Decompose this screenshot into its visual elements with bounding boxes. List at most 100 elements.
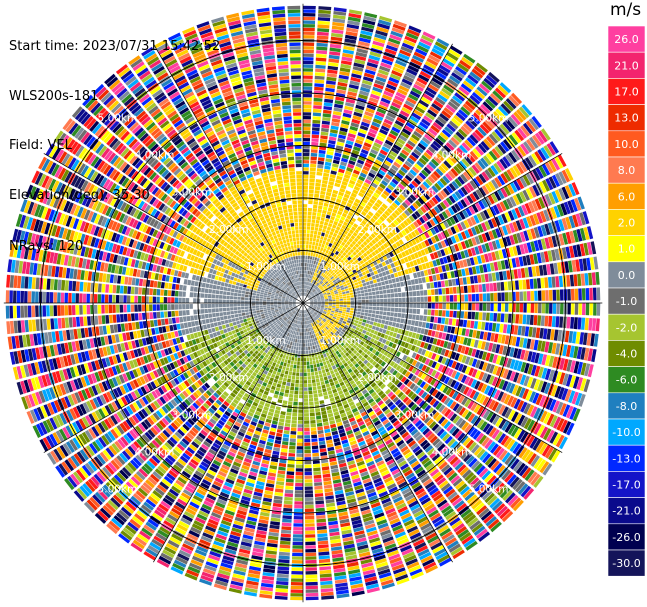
gate (398, 297, 402, 303)
gate (443, 84, 455, 94)
gate (517, 127, 528, 139)
gate (369, 169, 377, 175)
gate (462, 209, 469, 218)
gate (299, 383, 303, 388)
gate (330, 252, 335, 257)
gate (414, 229, 420, 236)
gate (346, 307, 351, 310)
gate (330, 283, 335, 287)
gate (361, 306, 365, 309)
gate (506, 324, 511, 334)
gate (326, 254, 330, 259)
gate (317, 290, 322, 293)
gate (402, 163, 411, 171)
gate (318, 551, 330, 556)
gate (353, 62, 365, 69)
gate (348, 84, 359, 90)
gate (310, 252, 314, 257)
gate (357, 257, 362, 262)
gate (377, 132, 387, 139)
gate (490, 165, 499, 176)
gate (410, 253, 416, 260)
gate (316, 50, 328, 55)
gate (294, 490, 303, 494)
gate (357, 246, 363, 251)
gate (335, 299, 340, 301)
gate (291, 379, 295, 383)
gate (335, 297, 340, 300)
gate (304, 292, 306, 296)
gate (342, 311, 346, 314)
gate (324, 287, 328, 290)
gate (382, 190, 390, 197)
gate (465, 120, 476, 130)
gate (368, 324, 373, 329)
gate (404, 242, 411, 249)
gate (460, 231, 467, 240)
gate (344, 105, 354, 111)
gate (310, 346, 313, 350)
gate (367, 58, 379, 65)
gate (533, 278, 538, 289)
gate (344, 277, 349, 281)
gate (313, 101, 323, 106)
gate (311, 375, 315, 380)
gate (294, 501, 303, 505)
gate (303, 259, 305, 263)
gate (303, 27, 315, 32)
gate (371, 325, 376, 330)
gate (460, 186, 469, 196)
gate (411, 151, 420, 160)
gate (283, 504, 293, 509)
gate (429, 219, 436, 227)
gate (306, 281, 309, 286)
gate (289, 438, 296, 443)
gate (305, 339, 308, 343)
gate (286, 467, 295, 472)
gate (331, 261, 335, 266)
gate (282, 441, 289, 446)
gate (591, 272, 597, 286)
gate (318, 285, 322, 289)
gate (388, 279, 393, 284)
gate (419, 70, 432, 79)
gate (355, 317, 360, 321)
gate (325, 499, 335, 504)
gate (365, 303, 369, 306)
gate (386, 289, 391, 294)
gate (276, 577, 289, 582)
gate (312, 360, 316, 365)
gate (494, 216, 501, 227)
gate (517, 206, 525, 217)
gate (448, 318, 453, 326)
gate (341, 273, 346, 277)
gate (339, 300, 344, 303)
gate (322, 361, 327, 366)
gate (315, 500, 325, 505)
gate (341, 246, 347, 252)
gate (303, 163, 309, 168)
gate (319, 444, 326, 449)
gate (397, 183, 405, 191)
gate (379, 100, 390, 108)
gate (310, 427, 317, 431)
gate (508, 134, 519, 146)
gate (380, 298, 384, 303)
gate (335, 265, 339, 269)
gate (360, 325, 365, 330)
gate (349, 125, 358, 132)
gate (343, 221, 348, 227)
gate (332, 304, 336, 307)
gate (375, 291, 380, 295)
gate (342, 197, 349, 202)
gate (428, 127, 438, 137)
gate (397, 52, 410, 61)
gate (406, 325, 411, 331)
gate (319, 362, 324, 367)
gate (332, 18, 346, 24)
gate (452, 215, 460, 224)
gate (425, 178, 433, 187)
gate (318, 258, 322, 263)
gate (304, 435, 311, 439)
gate (312, 119, 321, 124)
